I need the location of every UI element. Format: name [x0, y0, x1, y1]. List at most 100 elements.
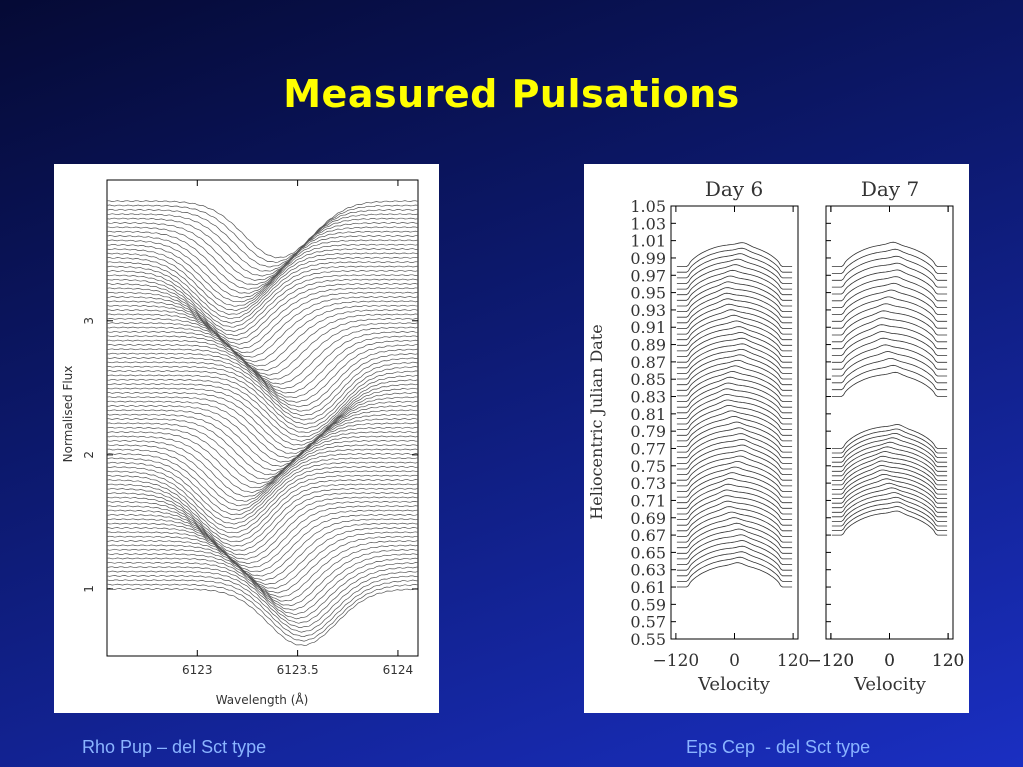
right-chart-panel: 0.55 0.57 0.59 0.61 0.63 0.65 0.67 0.69 0.71 0.73…	[584, 164, 969, 713]
velocity-profile-line	[676, 477, 793, 504]
velocity-profile-line	[831, 465, 948, 490]
flux-profile-line	[106, 448, 419, 507]
velocity-profile-line	[831, 482, 948, 509]
velocity-profile-line	[676, 337, 793, 363]
flux-profile-line	[106, 222, 419, 281]
flux-profile-line	[106, 387, 419, 446]
flux-profile-line	[106, 396, 419, 454]
flux-profile-line	[106, 409, 419, 467]
flux-profile-line	[106, 561, 419, 620]
flux-profiles	[106, 200, 419, 646]
flux-profile-line	[106, 313, 419, 371]
velocity-profile-line	[676, 562, 793, 588]
day6-title: Day 6	[705, 177, 763, 201]
flux-profile-line	[106, 466, 419, 525]
velocity-profile-line	[676, 489, 793, 515]
velocity-profile-line	[676, 253, 793, 279]
velocity-profile-line	[831, 351, 948, 377]
velocity-profile-line	[676, 298, 793, 324]
flux-profile-line	[106, 361, 419, 421]
velocity-profile-line	[676, 500, 793, 526]
velocity-profile-line	[831, 437, 948, 463]
flux-profile-line	[106, 583, 419, 642]
velocity-profile-line	[831, 255, 948, 281]
flux-profile-line	[106, 330, 419, 390]
velocity-profile-line	[676, 320, 793, 346]
velocity-profile-line	[676, 287, 793, 312]
flux-profile-line	[106, 444, 419, 502]
flux-profile-line	[106, 291, 419, 349]
flux-profile-line	[106, 326, 419, 385]
flux-profile-line	[106, 479, 419, 538]
flux-profile-line	[106, 309, 419, 367]
velocity-profile-line	[831, 310, 948, 336]
flux-profile-line	[106, 287, 419, 345]
flux-profile-line	[106, 317, 419, 376]
flux-profile-line	[106, 370, 419, 430]
velocity-profile-line	[676, 415, 793, 442]
x-tick-label: 0	[884, 651, 895, 671]
flux-profile-line	[106, 509, 419, 569]
x-tick-label: −120	[808, 651, 855, 671]
flux-profile-line	[106, 348, 419, 408]
flux-profile-line	[107, 461, 419, 520]
y-tick-label: 0.89	[630, 336, 666, 355]
velocity-profile-line	[676, 281, 793, 307]
velocity-profile-line	[676, 506, 793, 532]
flux-profile-line	[107, 365, 419, 425]
velocity-profile-line	[676, 343, 793, 369]
velocity-profile-line	[831, 473, 948, 499]
velocity-profile-line	[831, 371, 948, 397]
velocity-profile-line	[831, 276, 948, 302]
day7-title: Day 7	[861, 177, 919, 201]
day6-x-axis-label: Velocity	[697, 674, 771, 695]
y-tick-label: 0.77	[630, 439, 666, 458]
velocity-profile-line	[831, 282, 948, 308]
flux-profile-line	[106, 239, 419, 299]
velocity-profile-line	[831, 269, 948, 295]
velocity-profile-line	[676, 427, 793, 453]
velocity-profile-line	[831, 248, 948, 274]
velocity-profile-line	[676, 382, 793, 408]
axis-ticks: 6123 6123.5 6124 1 2 3	[82, 180, 418, 677]
velocity-profile-line	[676, 399, 793, 425]
y-tick-label: 0.59	[630, 595, 666, 614]
x-tick-label: 120	[932, 651, 964, 671]
flux-profile-line	[106, 426, 419, 485]
flux-profile-line	[106, 230, 419, 290]
flux-profile-line	[106, 492, 419, 551]
velocity-profile-line	[676, 421, 793, 447]
velocity-profile-line	[676, 376, 793, 402]
flux-profile-line	[106, 470, 419, 529]
flux-profile-line	[106, 544, 419, 602]
flux-profile-line	[106, 226, 419, 286]
flux-profile-line	[106, 487, 419, 547]
y-tick-label: 0.97	[630, 266, 666, 285]
flux-profile-line	[106, 513, 419, 573]
velocity-profile-line	[676, 314, 793, 341]
velocity-profile-line	[676, 444, 793, 470]
y-tick-label: 0.69	[630, 509, 666, 528]
velocity-profile-line	[831, 469, 948, 495]
velocity-profile-line	[676, 450, 793, 475]
y-tick-label: 0.61	[630, 578, 666, 597]
caption-rho-pup: Rho Pup – del Sct type	[82, 737, 267, 757]
velocity-profile-line	[831, 289, 948, 315]
velocity-profile-line	[831, 296, 948, 322]
velocity-profile-line	[676, 551, 793, 577]
x-tick-label: 6123.5	[277, 663, 319, 677]
flux-profile-line	[106, 252, 419, 311]
velocity-profile-line	[676, 354, 793, 380]
flux-profile-line	[106, 496, 419, 556]
y-tick-label: 0.65	[630, 543, 666, 562]
flux-profile-line	[106, 435, 419, 493]
velocity-profile-line	[831, 487, 948, 513]
velocity-profile-line	[676, 466, 793, 492]
flux-profile-line	[106, 575, 419, 633]
velocity-profile-line	[831, 317, 948, 343]
flux-profile-line	[107, 557, 419, 615]
flux-profile-line	[106, 422, 419, 480]
velocity-profile-line	[831, 364, 948, 391]
flux-profile-line	[106, 570, 419, 628]
velocity-profile-line	[676, 258, 793, 284]
